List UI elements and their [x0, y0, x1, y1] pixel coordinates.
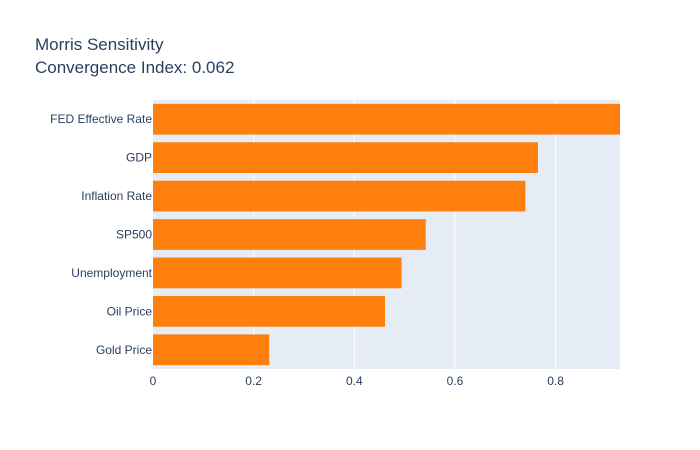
bar — [153, 334, 270, 366]
bar — [153, 295, 385, 327]
chart-subtitle: Convergence Index: 0.062 — [35, 58, 234, 77]
x-tick-label: 0.4 — [346, 374, 363, 388]
bar — [153, 219, 426, 250]
y-tick-label: FED Effective Rate — [50, 112, 152, 126]
bar — [153, 180, 526, 212]
x-tick-label: 0.8 — [547, 374, 564, 388]
x-tick-label: 0.6 — [447, 374, 464, 388]
x-axis-tick-labels: 0 0.2 0.4 0.6 0.8 — [150, 374, 565, 388]
bar — [153, 103, 620, 135]
y-tick-label: Gold Price — [96, 343, 152, 357]
x-tick-label: 0 — [150, 374, 157, 388]
y-tick-label: GDP — [126, 151, 152, 165]
y-tick-label: Oil Price — [107, 304, 153, 318]
bar — [153, 257, 402, 289]
y-tick-label: Unemployment — [71, 266, 152, 280]
chart-title: Morris Sensitivity — [35, 35, 164, 54]
x-tick-label: 0.2 — [245, 374, 262, 388]
y-axis-tick-labels: FED Effective Rate GDP Inflation Rate SP500… — [50, 112, 152, 357]
bars — [153, 103, 620, 366]
y-tick-label: SP500 — [116, 228, 152, 242]
bar — [153, 142, 538, 174]
y-tick-label: Inflation Rate — [81, 189, 152, 203]
